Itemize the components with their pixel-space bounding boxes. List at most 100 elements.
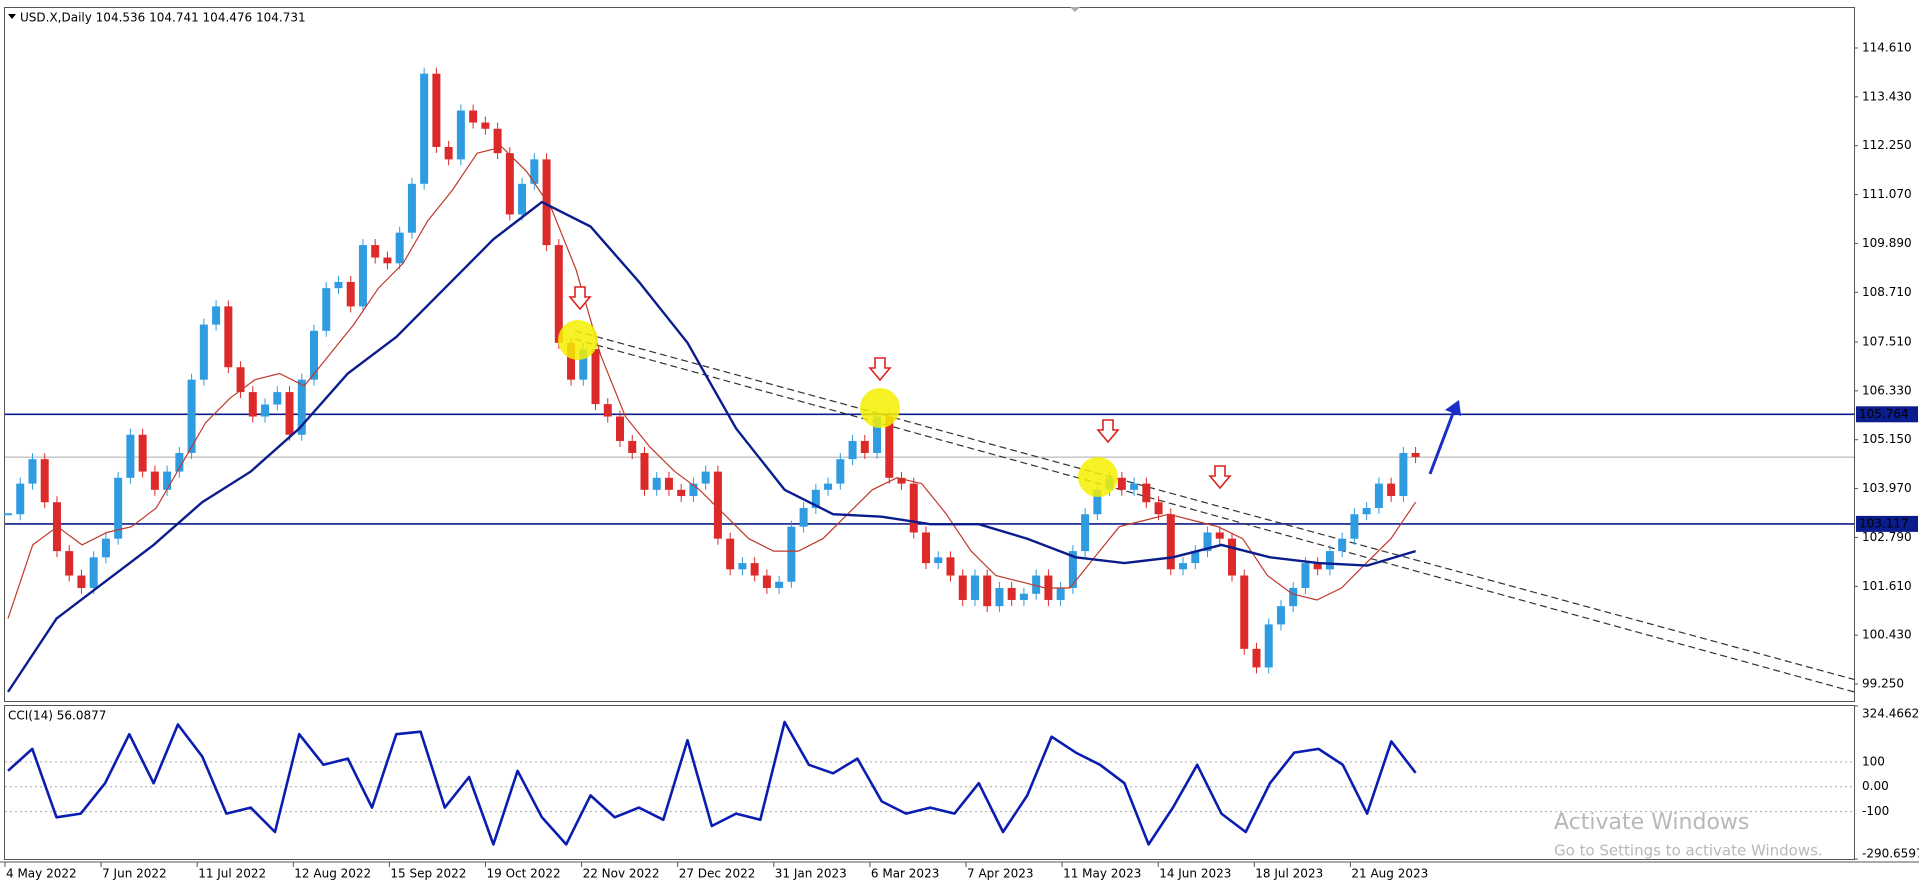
- candle: [1313, 563, 1322, 570]
- price-panel: USD.X,Daily 104.536 104.741 104.476 104.…: [4, 11, 1918, 881]
- candle: [65, 551, 74, 576]
- candle: [689, 483, 698, 497]
- down-arrow: [1096, 419, 1120, 444]
- candle: [1325, 551, 1334, 570]
- level-label: 103.117: [1859, 516, 1909, 530]
- candle: [358, 245, 367, 307]
- candle: [775, 581, 784, 588]
- y-tick-label: -290.6597: [1862, 847, 1919, 861]
- candle: [285, 392, 294, 435]
- candle: [860, 440, 869, 453]
- candle: [762, 575, 771, 588]
- candle: [407, 183, 416, 233]
- candle: [652, 477, 661, 490]
- candle: [273, 392, 282, 405]
- candle: [40, 459, 49, 503]
- x-tick-label: 11 Jul 2022: [198, 867, 266, 881]
- candle: [726, 538, 735, 570]
- scroll-marker: [1070, 7, 1080, 12]
- candle: [1166, 514, 1175, 570]
- candle: [1117, 477, 1126, 490]
- candle: [970, 575, 979, 600]
- y-tick-label: -100: [1862, 804, 1889, 818]
- y-tick-label: 99.250: [1862, 677, 1904, 691]
- x-tick-label: 7 Jun 2022: [102, 867, 167, 881]
- candle: [1399, 452, 1408, 497]
- candle: [1093, 489, 1102, 515]
- x-tick-label: 11 May 2023: [1063, 867, 1141, 881]
- candle: [995, 587, 1004, 607]
- candle: [1019, 593, 1028, 600]
- candle: [420, 73, 429, 184]
- candle: [640, 452, 649, 490]
- title-marker: [8, 14, 16, 19]
- candle: [371, 245, 380, 258]
- candle: [1289, 587, 1298, 607]
- candle: [922, 532, 930, 564]
- x-tick-label: 15 Sep 2022: [390, 867, 466, 881]
- candle: [946, 557, 955, 576]
- candle: [77, 575, 86, 588]
- candle: [493, 128, 502, 154]
- candle: [297, 379, 306, 435]
- candle: [114, 477, 123, 539]
- candle: [383, 257, 392, 264]
- candle: [163, 471, 172, 490]
- candle: [175, 452, 184, 472]
- x-tick-label: 18 Jul 2023: [1255, 867, 1323, 881]
- candle: [518, 183, 527, 215]
- y-tick-label: 101.610: [1862, 579, 1912, 593]
- candle: [1142, 483, 1151, 503]
- x-tick-label: 22 Nov 2022: [583, 867, 660, 881]
- candle: [261, 404, 270, 417]
- candle: [1154, 502, 1163, 515]
- candle: [1081, 514, 1090, 552]
- candle: [750, 563, 759, 576]
- trendline: [574, 330, 1855, 681]
- candle: [224, 306, 233, 368]
- x-tick-label: 31 Jan 2023: [775, 867, 847, 881]
- candle: [28, 459, 37, 484]
- candle: [530, 159, 539, 184]
- candle: [701, 471, 710, 484]
- candle: [469, 110, 478, 123]
- candle: [1215, 532, 1224, 539]
- x-tick-label: 19 Oct 2022: [487, 867, 561, 881]
- candle: [1264, 624, 1273, 668]
- y-tick-label: 113.430: [1862, 89, 1912, 103]
- candle: [591, 349, 600, 405]
- candle: [1179, 563, 1188, 570]
- watermark-text: Go to Settings to activate Windows.: [1554, 842, 1823, 860]
- candle: [873, 416, 882, 453]
- trendline: [574, 338, 1855, 693]
- candle: [554, 245, 563, 343]
- candle: [897, 477, 906, 484]
- candle: [150, 471, 159, 490]
- candle: [1007, 587, 1016, 600]
- candle: [1056, 587, 1065, 600]
- cci-panel: CCI(14) 56.0877 324.4662 100 0.00 -100 -290.6…: [5, 705, 1919, 861]
- candle: [677, 489, 686, 497]
- candle: [542, 159, 551, 246]
- moving-average: [7, 146, 1417, 619]
- y-tick-label: 100.430: [1862, 628, 1912, 642]
- candle: [1338, 538, 1347, 552]
- y-tick-label: 111.070: [1862, 187, 1912, 201]
- trend-arrow: [1428, 407, 1457, 475]
- level-label-box: [1856, 406, 1918, 423]
- cci-title: CCI(14) 56.0877: [8, 709, 106, 723]
- y-tick-label: 106.330: [1862, 383, 1912, 397]
- y-tick-label: 102.790: [1862, 530, 1912, 544]
- candle: [664, 477, 673, 490]
- x-tick-label: 14 Jun 2023: [1159, 867, 1231, 881]
- candle: [432, 73, 441, 147]
- y-tick-label: 105.150: [1862, 432, 1912, 446]
- candle: [322, 288, 331, 331]
- candle: [1068, 551, 1077, 588]
- x-tick-label: 7 Apr 2023: [967, 867, 1034, 881]
- candle: [1362, 508, 1371, 515]
- cci-line: [7, 720, 1417, 846]
- candle: [481, 122, 490, 129]
- candle: [89, 557, 98, 588]
- candle: [212, 306, 221, 325]
